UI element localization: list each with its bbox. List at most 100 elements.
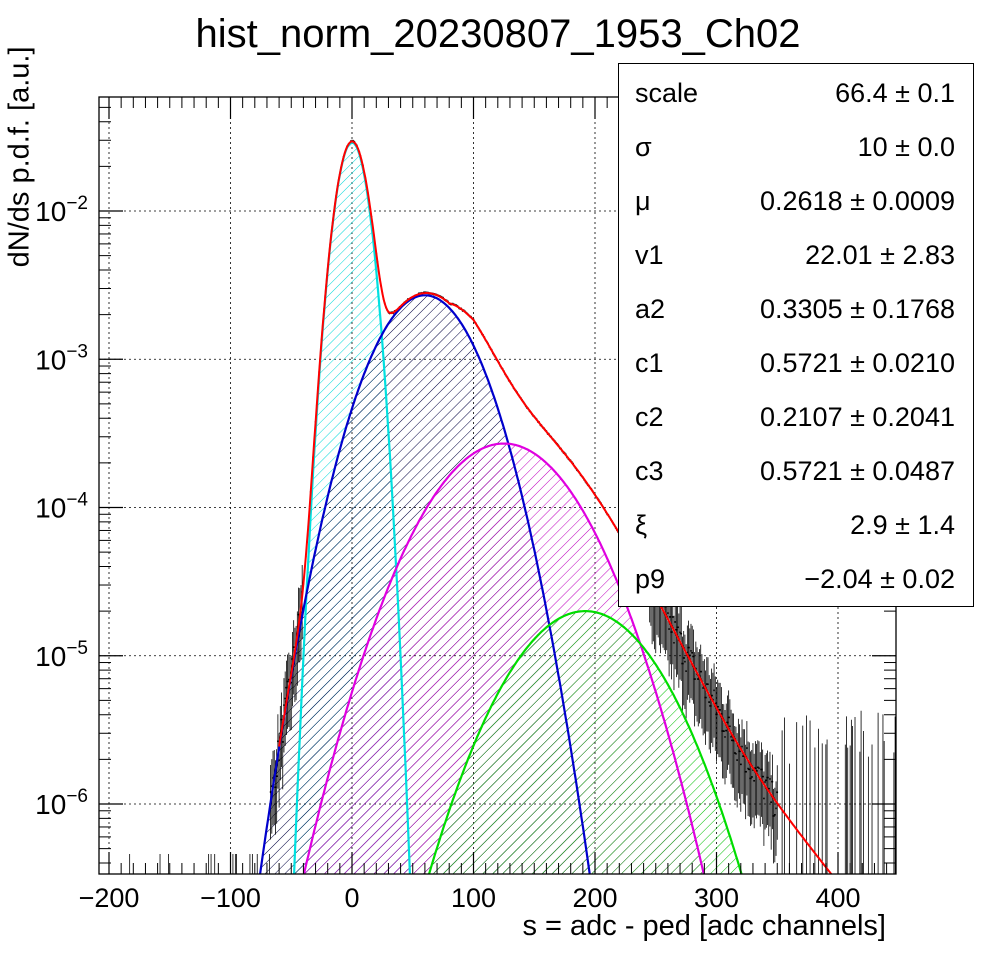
data-point [269,791,272,793]
data-point [748,768,751,771]
data-point [731,739,734,742]
data-point [750,776,753,778]
data-point [740,763,742,766]
data-point [699,670,702,673]
stat-name: μ [635,186,651,216]
x-tick-label: 400 [815,883,860,913]
stat-value: 0.5721 ± 0.0487 [760,456,955,486]
y-tick-label: 10−2 [35,193,88,227]
data-point [671,616,674,618]
data-point [704,696,707,699]
data-point [744,770,747,773]
data-point [292,646,295,648]
data-point [738,750,741,753]
data-point [679,631,681,634]
data-point [741,745,743,748]
data-point [291,658,294,660]
data-point [764,781,766,783]
data-point [775,807,777,810]
stat-value: −2.04 ± 0.02 [804,564,955,594]
data-point [685,670,687,672]
data-point [684,660,686,663]
data-point [709,705,712,707]
y-tick-label: 10−4 [35,490,88,524]
stat-value: 22.01 ± 2.83 [805,240,955,270]
data-point [278,759,280,762]
x-tick-label: 100 [451,883,496,913]
data-point [705,683,708,685]
data-point [708,701,711,703]
stat-row-c3: c3 0.5721 ± 0.0487 [635,456,955,496]
x-tick-label: −200 [79,883,140,913]
data-point [697,678,700,680]
stat-row-xi: ξ 2.9 ± 1.4 [635,510,955,550]
x-tick-label: 0 [344,883,359,913]
stat-row-a2: a2 0.3305 ± 0.1768 [635,294,955,334]
data-point [715,713,718,716]
data-point [730,735,732,738]
data-point [288,678,290,681]
data-point [274,786,277,789]
data-point [725,729,728,732]
data-point [747,767,749,770]
data-point [721,730,724,732]
data-point [763,797,765,800]
stat-value: 0.5721 ± 0.0210 [760,348,955,378]
stat-name: c1 [635,348,664,378]
data-point [722,730,725,732]
data-point [720,713,723,715]
stat-value: 0.3305 ± 0.1768 [760,294,955,324]
stat-name: σ [635,132,652,162]
stat-name: c2 [635,402,664,432]
total-fit-curve [278,140,833,874]
component-curve [302,442,705,874]
stat-row-mu: μ 0.2618 ± 0.0009 [635,186,955,226]
data-point [746,747,748,749]
data-point [753,779,755,782]
data-point [765,779,768,782]
data-point [670,631,673,633]
y-tick-label: 10−6 [35,786,88,820]
data-point [771,780,774,783]
data-point [667,612,669,614]
data-point [668,628,670,630]
x-tick-label: −100 [200,883,261,913]
data-point [673,641,675,644]
stat-value: 10 ± 0.0 [857,132,955,162]
data-point [695,667,697,670]
stat-row-p9: p9 −2.04 ± 0.02 [635,564,955,604]
stat-name: a2 [635,294,666,324]
stat-row-c2: c2 0.2107 ± 0.2041 [635,402,955,442]
data-point [277,740,279,743]
data-point [686,651,689,654]
data-point [675,628,678,631]
data-point [770,801,772,803]
stat-value: 0.2107 ± 0.2041 [760,402,955,432]
stat-name: p9 [635,564,666,594]
stat-name: scale [635,78,699,108]
data-point [769,778,771,780]
data-point [285,686,288,689]
data-point [767,787,770,790]
data-point [680,632,683,635]
data-point [726,721,729,724]
data-point [766,776,769,779]
data-point [719,709,721,711]
data-point [687,646,690,649]
data-point [692,655,695,658]
data-point [286,680,289,683]
stat-name: c3 [635,456,664,486]
data-point [760,768,763,771]
data-point [690,650,692,652]
data-point [761,775,764,778]
data-point [710,694,713,697]
data-point [283,704,285,706]
y-tick-label: 10−5 [35,638,88,672]
fit-curves [258,140,833,874]
data-point [281,741,284,743]
stat-row-v1: v1 22.01 ± 2.83 [635,240,955,280]
data-point [272,777,274,779]
data-point [707,683,709,686]
component-curve [258,294,591,874]
